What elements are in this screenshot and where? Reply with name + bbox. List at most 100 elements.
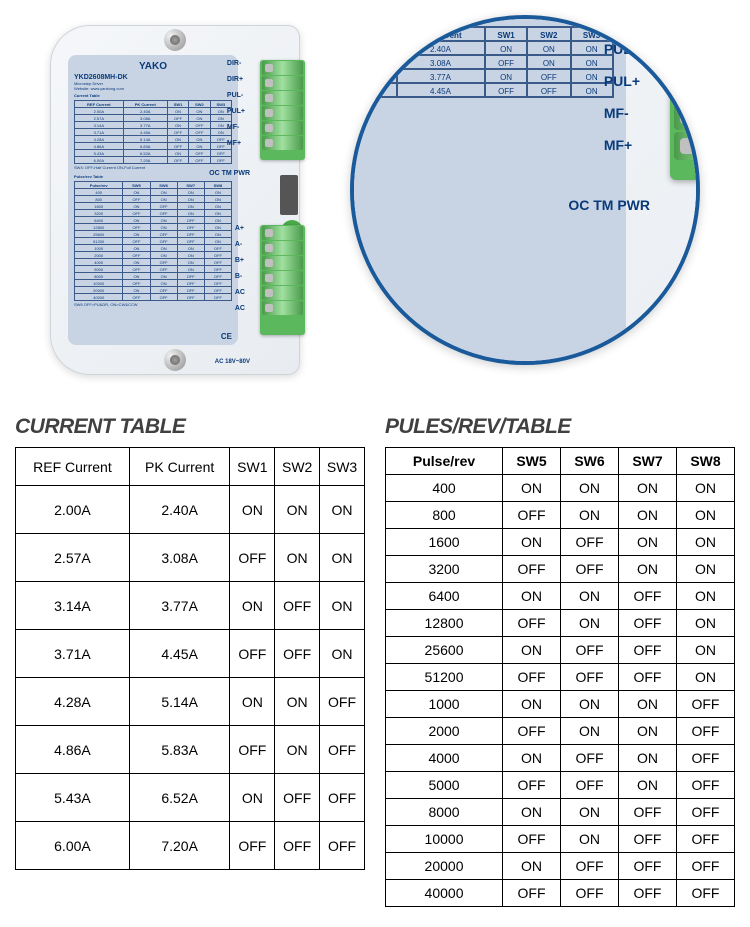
table-cell: OFF (561, 529, 619, 556)
table-cell: OFF (619, 799, 677, 826)
table-header: SW2 (275, 448, 320, 486)
table-cell: OFF (503, 664, 561, 691)
table-header: PK Current (129, 448, 230, 486)
table-cell: 2.57A (16, 534, 130, 582)
table-cell: OFF (676, 745, 734, 772)
table-row: 8000ONONOFFOFF (386, 799, 735, 826)
table-cell: OFF (275, 630, 320, 678)
table-cell: ON (230, 678, 275, 726)
table-row: 4.86A5.83AOFFONOFF (16, 726, 365, 774)
table-cell: OFF (275, 774, 320, 822)
table-row: 12800OFFONOFFON (386, 610, 735, 637)
table-header: REF Current (16, 448, 130, 486)
table-cell: ON (275, 486, 320, 534)
table-cell: OFF (503, 718, 561, 745)
table-cell: ON (619, 745, 677, 772)
table-row: 25600ONOFFOFFON (386, 637, 735, 664)
table-cell: OFF (561, 772, 619, 799)
table-cell: ON (561, 502, 619, 529)
table-cell: ON (561, 610, 619, 637)
table-cell: OFF (503, 880, 561, 907)
signal-pin-labels: DIR-DIR+PUL-PUL+MF-MF+ (604, 15, 640, 172)
table-cell: ON (619, 691, 677, 718)
table-cell: 400 (386, 475, 503, 502)
table-cell: 3.77A (129, 582, 230, 630)
table-cell: 2000 (386, 718, 503, 745)
hv-pin-labels: A+A-B+B-ACAC (235, 225, 245, 321)
table-cell: OFF (561, 637, 619, 664)
table-cell: ON (619, 718, 677, 745)
table-cell: OFF (503, 826, 561, 853)
table-cell: ON (561, 475, 619, 502)
table-cell: OFF (503, 502, 561, 529)
signal-terminal (260, 60, 305, 160)
table-cell: ON (275, 726, 320, 774)
table-header: SW5 (503, 448, 561, 475)
table-cell: ON (230, 582, 275, 630)
table-cell: ON (676, 664, 734, 691)
table-cell: ON (619, 556, 677, 583)
table-row: 40000OFFOFFOFFOFF (386, 880, 735, 907)
table-cell: ON (230, 774, 275, 822)
table-cell: OFF (275, 822, 320, 870)
table-cell: ON (676, 529, 734, 556)
pulse-table: Pulse/revSW5SW6SW7SW8 400ONONONON800OFFO… (385, 447, 735, 907)
table-cell: ON (503, 529, 561, 556)
table-cell: 25600 (386, 637, 503, 664)
table-cell: 6400 (386, 583, 503, 610)
table-cell: ON (561, 718, 619, 745)
table-cell: OFF (230, 822, 275, 870)
table-cell: 3.71A (16, 630, 130, 678)
table-header: Pulse/rev (386, 448, 503, 475)
table-cell: 10000 (386, 826, 503, 853)
table-cell: OFF (619, 880, 677, 907)
table-row: 1000ONONONOFF (386, 691, 735, 718)
table-cell: ON (275, 678, 320, 726)
signal-terminal (670, 15, 700, 180)
detail-zoom-circle: YAKO YKD2608MH-DK REF CurrentPK CurrentS… (350, 15, 700, 365)
table-cell: OFF (561, 556, 619, 583)
table-row: 6400ONONOFFON (386, 583, 735, 610)
current-table-column: CURRENT TABLE REF CurrentPK CurrentSW1SW… (15, 415, 365, 907)
table-cell: ON (503, 637, 561, 664)
driver-body: YAKO YKD2608MH-DK Microstep Driver Websi… (50, 25, 300, 375)
indicator-labels: OC TM PWR (209, 170, 250, 177)
table-cell: 3.08A (129, 534, 230, 582)
table-row: 4000ONOFFONOFF (386, 745, 735, 772)
product-images-row: YAKO YKD2608MH-DK Microstep Driver Websi… (0, 0, 750, 415)
table-cell: OFF (561, 880, 619, 907)
driver-main-view: YAKO YKD2608MH-DK Microstep Driver Websi… (20, 15, 330, 385)
table-row: 20000ONOFFOFFOFF (386, 853, 735, 880)
table-cell: 7.20A (129, 822, 230, 870)
table-cell: ON (503, 745, 561, 772)
power-terminal (260, 225, 305, 335)
table-row: 2.00A2.40AONONON (16, 486, 365, 534)
table-cell: OFF (676, 853, 734, 880)
table-row: 2000OFFONONOFF (386, 718, 735, 745)
table-row: 3200OFFOFFONON (386, 556, 735, 583)
table-cell: OFF (503, 772, 561, 799)
table-cell: OFF (503, 556, 561, 583)
table-cell: 2.40A (129, 486, 230, 534)
mini-current-table: REF CurrentPK CurrentSW1SW2SW32.00A2.40A… (74, 100, 232, 164)
brand-logo: YAKO (74, 61, 232, 72)
table-cell: ON (503, 853, 561, 880)
table-cell: OFF (320, 678, 365, 726)
table-cell: ON (676, 475, 734, 502)
table-cell: 1000 (386, 691, 503, 718)
table-cell: ON (676, 583, 734, 610)
table-cell: ON (676, 556, 734, 583)
table-cell: ON (676, 637, 734, 664)
table-cell: ON (619, 502, 677, 529)
table-cell: OFF (619, 637, 677, 664)
table-cell: 8000 (386, 799, 503, 826)
table-cell: OFF (320, 774, 365, 822)
table-row: 3.14A3.77AONOFFON (16, 582, 365, 630)
signal-pin-labels: DIR-DIR+PUL-PUL+MF-MF+ (227, 60, 245, 156)
table-cell: OFF (230, 726, 275, 774)
table-cell: OFF (619, 853, 677, 880)
table-cell: OFF (230, 534, 275, 582)
table-cell: OFF (676, 880, 734, 907)
table-cell: ON (619, 772, 677, 799)
table-row: 5000OFFOFFONOFF (386, 772, 735, 799)
